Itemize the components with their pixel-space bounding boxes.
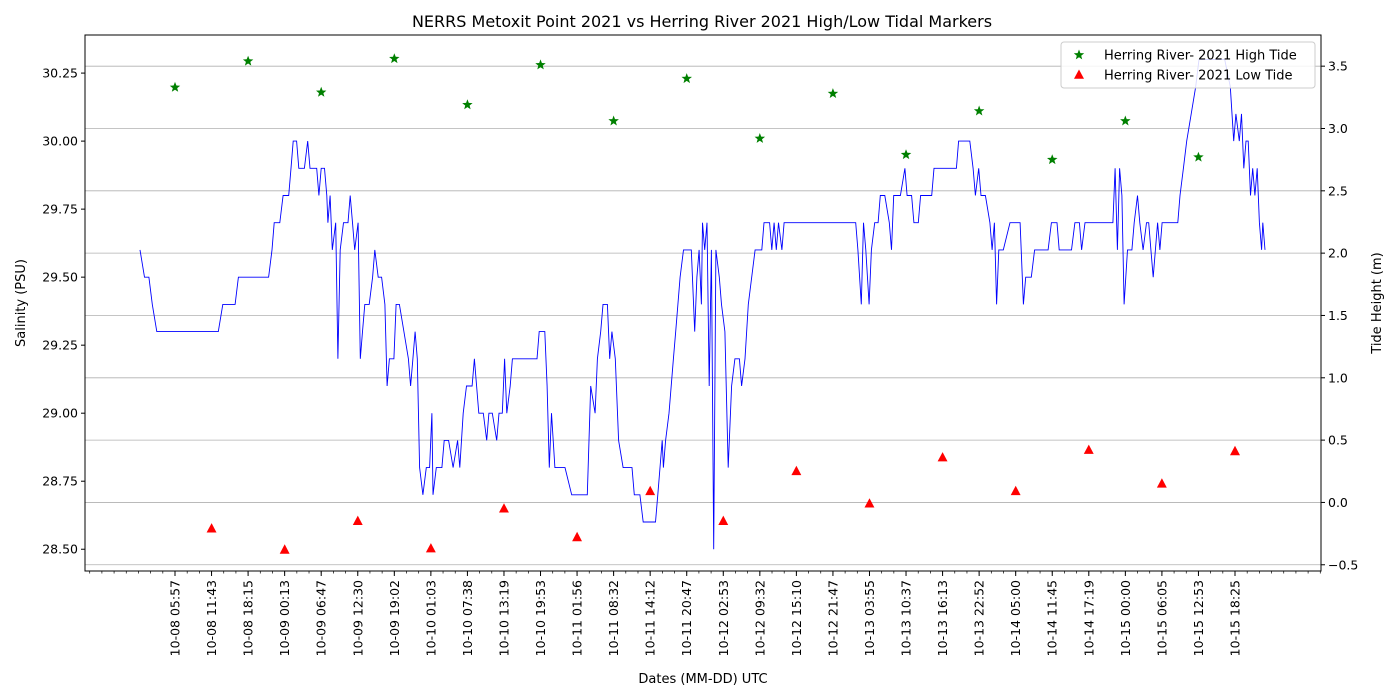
x-tick-label: 10-09 06:47: [314, 580, 329, 656]
right-tick-label: 0.0: [1328, 495, 1348, 510]
x-tick-label: 10-10 19:53: [533, 580, 548, 656]
legend-triangle-icon: [1074, 69, 1084, 79]
x-tick-label: 10-10 01:03: [423, 580, 438, 656]
low-tide-marker: [1010, 485, 1021, 496]
left-tick-label: 30.00: [42, 134, 78, 149]
left-tick-label: 29.50: [42, 270, 78, 285]
chart-title: NERRS Metoxit Point 2021 vs Herring Rive…: [412, 12, 992, 31]
x-tick-label: 10-09 00:13: [277, 580, 292, 656]
right-tick-label: 1.5: [1328, 308, 1348, 323]
gridlines: [85, 65, 1321, 566]
high-tide-marker: [900, 149, 912, 160]
legend-label: Herring River- 2021 Low Tide: [1104, 69, 1293, 84]
x-tick-label: 10-13 16:13: [935, 580, 950, 656]
salinity-series: [139, 59, 1266, 550]
x-tick-label: 10-09 12:30: [350, 580, 365, 656]
low-tide-marker: [864, 498, 875, 508]
x-tick-label: 10-15 12:53: [1191, 580, 1206, 656]
x-tick-label: 10-14 17:19: [1081, 580, 1096, 656]
legend-star-icon: [1073, 49, 1085, 60]
x-axis-title: Dates (MM-DD) UTC: [638, 672, 767, 687]
high-tide-marker: [242, 55, 254, 66]
right-tick-label: 3.5: [1328, 59, 1348, 74]
left-tick-label: 29.25: [42, 338, 78, 353]
left-y-axis: 28.50 28.75 29.00 29.25 29.50 29.75 30.00 30.25: [42, 66, 85, 557]
low-tide-marker: [499, 503, 509, 513]
x-tick-label: 10-11 01:56: [570, 580, 585, 656]
left-tick-label: 28.50: [42, 542, 78, 557]
x-tick-label: 10-10 13:19: [496, 580, 511, 656]
high-tide-marker: [681, 73, 692, 84]
x-tick-label: 10-13 10:37: [899, 580, 914, 656]
low-tide-marker: [791, 465, 802, 476]
low-tide-marker: [937, 452, 948, 462]
right-tick-label: 2.5: [1328, 183, 1348, 198]
high-tide-marker: [973, 105, 985, 116]
low-tide-marker: [645, 485, 656, 496]
x-tick-label: 10-15 00:00: [1118, 580, 1133, 656]
x-tick-label: 10-08 11:43: [204, 580, 219, 656]
high-tide-marker: [1193, 151, 1204, 162]
low-tide-marker: [572, 531, 582, 542]
high-tide-marker: [1120, 115, 1131, 126]
x-tick-label: 10-11 20:47: [679, 580, 694, 656]
right-tick-label: −0.5: [1328, 557, 1358, 572]
x-tick-label: 10-12 02:53: [716, 580, 731, 656]
left-y-axis-title: Salinity (PSU): [14, 259, 29, 347]
right-tick-label: 2.0: [1328, 246, 1348, 261]
x-tick-label: 10-15 18:25: [1228, 580, 1243, 656]
low-tide-marker: [1156, 478, 1167, 488]
right-tick-label: 3.0: [1328, 121, 1348, 136]
x-tick-label: 10-13 22:52: [972, 580, 987, 656]
x-tick-label: 10-14 11:45: [1045, 580, 1060, 656]
high-tide-marker: [1047, 154, 1058, 165]
high-tide-marker: [169, 81, 181, 92]
legend: Herring River- 2021 High Tide Herring Riv…: [1060, 41, 1316, 89]
low-tide-marker: [718, 515, 729, 525]
high-tide-marker: [389, 53, 400, 64]
salinity-line: [139, 59, 1266, 550]
x-tick-label: 10-12 09:32: [752, 580, 767, 656]
low-tide-marker: [352, 515, 363, 525]
high-tide-marker: [535, 59, 546, 70]
left-tick-label: 29.75: [42, 202, 78, 217]
x-tick-label: 10-09 19:02: [387, 580, 402, 656]
right-y-axis-title: Tide Height (m): [1370, 252, 1385, 354]
low-tide-marker: [1083, 444, 1094, 454]
x-tick-label: 10-10 07:38: [460, 580, 475, 656]
x-tick-label: 10-08 18:15: [241, 580, 256, 656]
left-tick-label: 30.25: [42, 66, 78, 81]
high-tide-marker: [462, 99, 473, 110]
right-tick-label: 0.5: [1328, 433, 1348, 448]
x-tick-label: 10-12 21:47: [825, 580, 840, 656]
left-tick-label: 28.75: [42, 474, 78, 489]
right-y-axis: −0.5 0.0 0.5 1.0 1.5 2.0 2.5 3.0 3.5: [1321, 59, 1358, 572]
plot-frame: [84, 34, 1322, 572]
x-tick-label: 10-15 06:05: [1154, 580, 1169, 656]
tide-markers: [169, 53, 1240, 554]
low-tide-marker: [425, 543, 436, 553]
x-tick-label: 10-12 15:10: [789, 580, 804, 656]
left-tick-label: 29.00: [42, 406, 78, 421]
x-tick-label: 10-11 08:32: [606, 580, 621, 656]
high-tide-marker: [827, 88, 839, 98]
low-tide-marker: [1230, 445, 1240, 456]
high-tide-marker: [608, 115, 619, 126]
high-tide-marker: [316, 86, 327, 97]
high-tide-marker: [754, 133, 766, 143]
low-tide-marker: [206, 523, 217, 533]
x-tick-label: 10-14 05:00: [1008, 580, 1023, 656]
x-tick-label: 10-08 05:57: [168, 580, 183, 656]
x-tick-label: 10-13 03:55: [862, 580, 877, 656]
low-tide-marker: [279, 544, 290, 554]
x-tick-label: 10-11 14:12: [643, 580, 658, 656]
right-tick-label: 1.0: [1328, 370, 1348, 385]
x-axis: 10-08 05:57 10-08 11:43 10-08 18:15 10-09 0…: [89, 571, 1321, 656]
legend-box: [1060, 41, 1316, 89]
legend-label: Herring River- 2021 High Tide: [1104, 49, 1297, 64]
